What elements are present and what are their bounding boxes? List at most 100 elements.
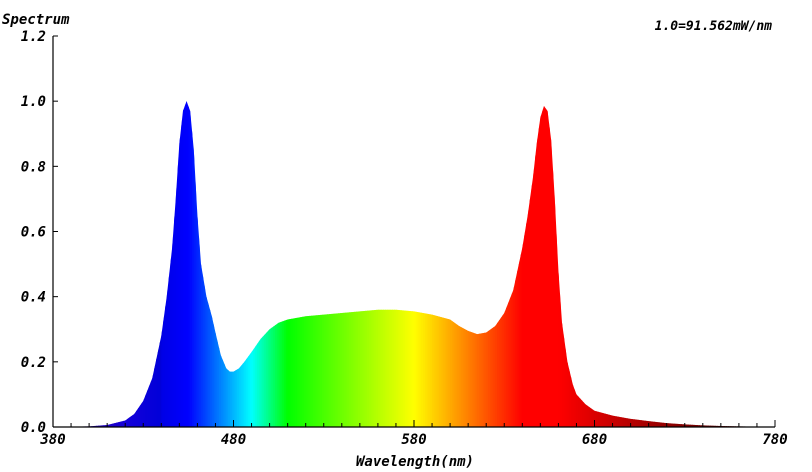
spectrum-strip (81, 101, 85, 427)
spectrum-strip (738, 101, 742, 427)
spectrum-strip (182, 101, 186, 427)
spectrum-strip (760, 101, 763, 427)
spectrum-strip (71, 101, 74, 427)
spectrum-strip (105, 101, 108, 427)
spectrum-strip (72, 101, 76, 427)
spectrum-strip (663, 101, 666, 427)
spectrum-strip (150, 101, 153, 427)
spectrum-strip (172, 101, 175, 427)
spectrum-strip (746, 101, 749, 427)
spectrum-strip (181, 101, 184, 427)
spectrum-strip (228, 101, 231, 427)
spectrum-strip (123, 101, 126, 427)
spectrum-strip (682, 101, 686, 427)
spectrum-strip (710, 101, 713, 427)
spectrum-strip (755, 101, 758, 427)
spectrum-strip (121, 101, 124, 427)
spectrum-strip (668, 101, 671, 427)
spectrum-strip (58, 101, 61, 427)
x-tick-group: 380 480 580 680 780 (39, 420, 788, 448)
spectrum-strip (199, 101, 202, 427)
spectrum-strip (545, 101, 549, 427)
spectrum-strip (646, 101, 650, 427)
spectrum-strip (85, 101, 88, 427)
spectrum-strip (148, 101, 152, 427)
spectrum-strip (231, 101, 235, 427)
spectrum-strip (139, 101, 143, 427)
spectrum-strip (695, 101, 698, 427)
spectrum-strip (188, 101, 191, 427)
spectrum-strip (67, 101, 70, 427)
spectrum-strip (740, 101, 744, 427)
spectrum-strip (529, 101, 532, 427)
spectrum-strip (737, 101, 740, 427)
x-tick-label: 480 (221, 432, 246, 448)
x-tick-label: 680 (582, 432, 607, 448)
spectrum-strip (96, 101, 99, 427)
spectrum-strip (576, 101, 579, 427)
spectrum-strip (531, 101, 534, 427)
spectrum-strip (713, 101, 717, 427)
spectrum-strip (107, 101, 110, 427)
spectrum-strip (661, 101, 664, 427)
spectrum-strip (681, 101, 684, 427)
spectrum-strip (679, 101, 682, 427)
x-tick-label: 780 (762, 432, 787, 448)
spectrum-strip (76, 101, 79, 427)
spectrum-strip (619, 101, 623, 427)
spectrum-strip (101, 101, 105, 427)
spectrum-strip (551, 101, 554, 427)
spectrum-strip (724, 101, 727, 427)
spectrum-strip (89, 101, 92, 427)
spectrum-strip (699, 101, 702, 427)
spectrum-strip (132, 101, 135, 427)
spectrum-strip (175, 101, 179, 427)
spectrum-strip (134, 101, 137, 427)
spectrum-strip (664, 101, 668, 427)
spectrum-strip (637, 101, 641, 427)
spectrum-strip (626, 101, 630, 427)
spectrum-strip (520, 101, 523, 427)
x-tick-label: 380 (39, 432, 65, 448)
spectrum-strip (65, 101, 69, 427)
spectrum-strip (542, 101, 545, 427)
spectrum-strip (567, 101, 570, 427)
spectrum-strip (540, 101, 543, 427)
spectrum-strip (581, 101, 585, 427)
spectrum-strip (673, 101, 677, 427)
spectrum-strip (590, 101, 594, 427)
spectrum-strip (672, 101, 675, 427)
spectrum-strip (141, 101, 144, 427)
spectrum-strip (94, 101, 97, 427)
spectrum-strip (650, 101, 653, 427)
spectrum-strip (193, 101, 197, 427)
y-tick-label: 0.6 (21, 225, 46, 241)
spectrum-strip (711, 101, 715, 427)
spectrum-strip (747, 101, 751, 427)
spectrum-strip (643, 101, 646, 427)
spectrum-strip (110, 101, 114, 427)
spectrum-strip (524, 101, 527, 427)
y-tick-label: 0.2 (21, 355, 46, 371)
spectrum-strip (769, 101, 772, 427)
spectrum-strip (152, 101, 155, 427)
spectrum-strip (735, 101, 738, 427)
spectrum-strip (179, 101, 182, 427)
spectrum-strip (583, 101, 587, 427)
spectrum-area (53, 101, 775, 427)
spectrum-strip (186, 101, 189, 427)
x-axis-title: Wavelength(nm) (356, 454, 474, 470)
spectrum-strip (733, 101, 736, 427)
spectrum-strip (717, 101, 720, 427)
spectrum-strip (127, 101, 130, 427)
spectrum-strip (749, 101, 753, 427)
spectrum-strip (146, 101, 150, 427)
spectrum-strip (191, 101, 195, 427)
spectrum-strip (594, 101, 597, 427)
spectrum-strip (758, 101, 762, 427)
y-tick-group: 0.0 0.2 0.4 0.6 0.8 1.0 1.2 (21, 29, 58, 436)
spectrum-strip (589, 101, 592, 427)
spectrum-strip (715, 101, 718, 427)
spectrum-strip (108, 101, 112, 427)
spectrum-strip (596, 101, 599, 427)
